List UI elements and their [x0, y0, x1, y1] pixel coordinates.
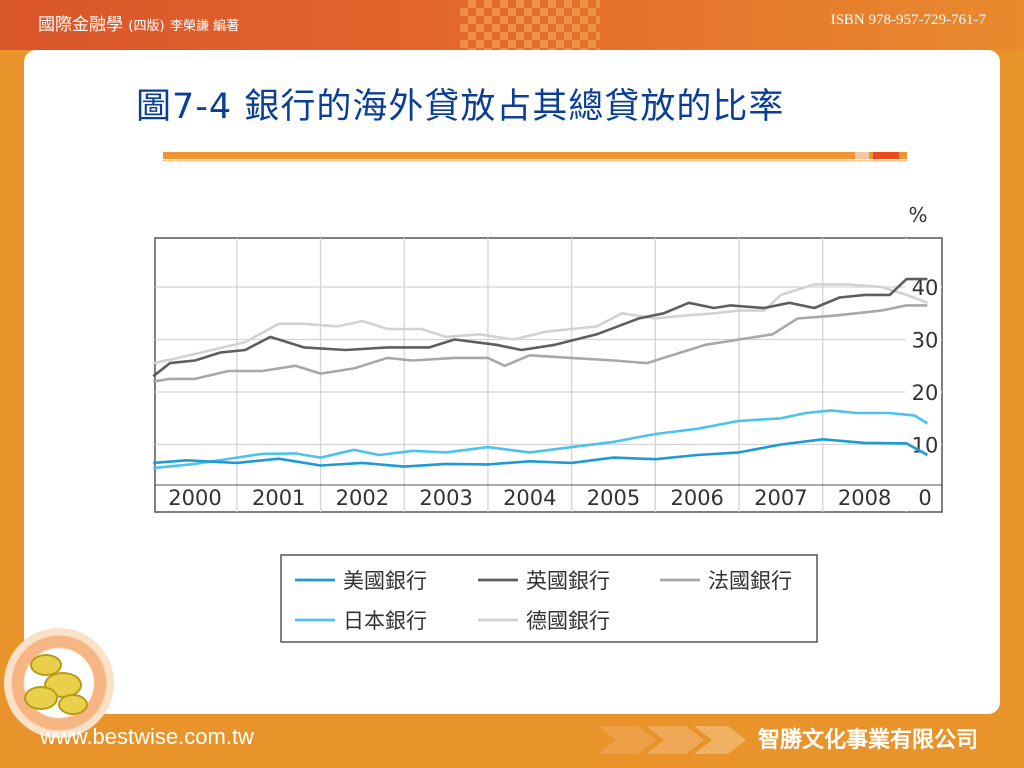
coin-icon	[30, 654, 62, 676]
website-url: www.bestwise.com.tw	[40, 724, 254, 749]
arrow-decoration-icon	[598, 726, 746, 754]
legend-label-jp: 日本銀行	[343, 609, 427, 633]
book-name: 國際金融學	[38, 15, 123, 35]
legend-label-us: 美國銀行	[343, 569, 427, 593]
legend-label-fr: 法國銀行	[708, 569, 792, 593]
checker-pattern	[460, 0, 600, 50]
plot-area	[154, 237, 943, 513]
slide-title: 圖7-4 銀行的海外貸放占其總貸放的比率	[136, 78, 784, 129]
figure-number: 圖7-4	[136, 87, 233, 127]
series-line-fr	[153, 304, 928, 383]
y-label-band	[905, 239, 941, 511]
x-tick-label: 2005	[587, 486, 640, 510]
series-line-de	[152, 283, 928, 365]
y-tick-label: 30	[912, 329, 939, 353]
y-axis-unit: %	[908, 203, 927, 227]
series-line-us	[153, 437, 929, 468]
book-title: 國際金融學 (四版) 李榮謙 編著	[38, 10, 239, 35]
x-tick-label: 2002	[336, 486, 389, 510]
x-tick-label: 2004	[503, 486, 556, 510]
figure-title: 銀行的海外貸放占其總貸放的比率	[244, 87, 785, 127]
isbn-label: ISBN 978-957-729-761-7	[830, 12, 986, 28]
x-tick-label: 2000	[168, 486, 221, 510]
book-edition: (四版)	[128, 19, 165, 34]
x-tick-label: 2008	[838, 486, 891, 510]
book-author: 李榮謙 編著	[169, 19, 240, 34]
underline-accent-light	[855, 152, 869, 159]
legend-label-uk: 英國銀行	[526, 569, 610, 593]
y-tick-label: 20	[912, 381, 939, 405]
title-dotted-rule	[163, 160, 907, 163]
x-tick-label: 2006	[670, 486, 723, 510]
legend-box	[280, 554, 818, 643]
legend-label-de: 德國銀行	[526, 609, 610, 633]
series-line-jp	[153, 409, 929, 470]
underline-accent-red	[873, 152, 899, 159]
coin-icon	[58, 694, 88, 715]
publisher-name: 智勝文化事業有限公司	[757, 728, 978, 753]
coin-icon	[24, 686, 58, 710]
x-tick-label: 2007	[754, 486, 807, 510]
title-underline	[163, 152, 907, 159]
top-banner: 國際金融學 (四版) 李榮謙 編著 ISBN 978-957-729-761-7	[0, 0, 1024, 50]
x-tick-label: 2001	[252, 486, 305, 510]
y-tick-label: 0	[918, 486, 931, 510]
coins-logo-icon	[4, 628, 114, 738]
x-tick-label: 2003	[419, 486, 472, 510]
series-line-uk	[152, 277, 928, 378]
